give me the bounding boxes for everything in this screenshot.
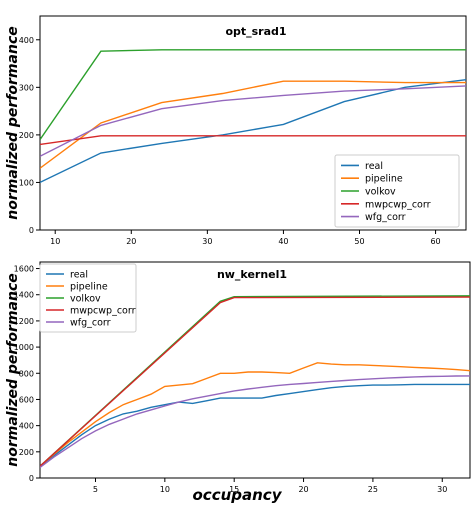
legend-label: volkov: [365, 187, 396, 198]
legend-label: pipeline: [365, 174, 403, 185]
y-tick-label: 800: [19, 369, 34, 378]
legend-box: [39, 263, 137, 333]
legend-label: real: [365, 161, 383, 172]
y-axis-label-top: normalized performance: [5, 26, 21, 220]
legend-label: wfg_corr: [70, 318, 111, 329]
x-tick-label: 5: [93, 485, 98, 494]
series-line-wfg-corr: [40, 375, 470, 469]
y-tick-label: 600: [19, 395, 34, 404]
y-tick-label: 400: [19, 422, 34, 431]
y-tick-label: 200: [19, 131, 34, 140]
legend-label: volkov: [70, 294, 101, 305]
x-tick-label: 50: [354, 237, 364, 246]
y-tick-label: 300: [19, 83, 34, 92]
x-tick-label: 20: [298, 485, 308, 494]
series-line-mwpcwp-corr: [40, 135, 466, 146]
x-tick-label: 10: [50, 237, 60, 246]
x-tick-label: 40: [278, 237, 288, 246]
y-tick-label: 1400: [14, 291, 34, 300]
series-line-pipeline: [40, 80, 466, 169]
legend-label: pipeline: [70, 282, 108, 293]
x-tick-label: 60: [430, 237, 440, 246]
legend-label: real: [70, 270, 88, 281]
x-tick-label: 30: [202, 237, 212, 246]
y-tick-label: 1000: [14, 343, 34, 352]
legend-label: mwpcwp_corr: [70, 306, 136, 317]
legend-box: [334, 154, 460, 228]
series-line-mwpcwp-corr: [40, 296, 470, 467]
legend-label: mwpcwp_corr: [365, 199, 431, 210]
y-tick-label: 1600: [14, 265, 34, 274]
x-axis-label: occupancy: [192, 486, 282, 504]
legend-label: wfg_corr: [365, 212, 406, 223]
series-line-wfg-corr: [40, 85, 466, 157]
y-axis-label-bottom: normalized performance: [5, 273, 21, 467]
y-tick-label: 100: [19, 178, 34, 187]
y-tick-label: 400: [19, 36, 34, 45]
y-tick-label: 1200: [14, 317, 34, 326]
chart-title: nw_kernel1: [217, 268, 287, 281]
series-line-volkov: [40, 49, 466, 140]
y-tick-label: 0: [29, 474, 34, 483]
y-axis-label-top-wrapper: normalized performance: [0, 16, 26, 230]
x-tick-label: 15: [229, 485, 239, 494]
x-tick-label: 25: [368, 485, 378, 494]
chart-2: 5 10 15 20 25 30 0 200 400 600 800 1000 1200 1400 1600…: [14, 261, 471, 494]
x-tick-label: 10: [160, 485, 170, 494]
y-tick-label: 200: [19, 448, 34, 457]
x-tick-label: 20: [126, 237, 136, 246]
series-line-real: [40, 383, 470, 467]
x-tick-label: 30: [437, 485, 447, 494]
series-line-pipeline: [40, 362, 470, 467]
y-tick-label: 0: [29, 226, 34, 235]
chart-title: opt_srad1: [225, 25, 286, 38]
y-axis-label-bottom-wrapper: normalized performance: [0, 262, 26, 478]
